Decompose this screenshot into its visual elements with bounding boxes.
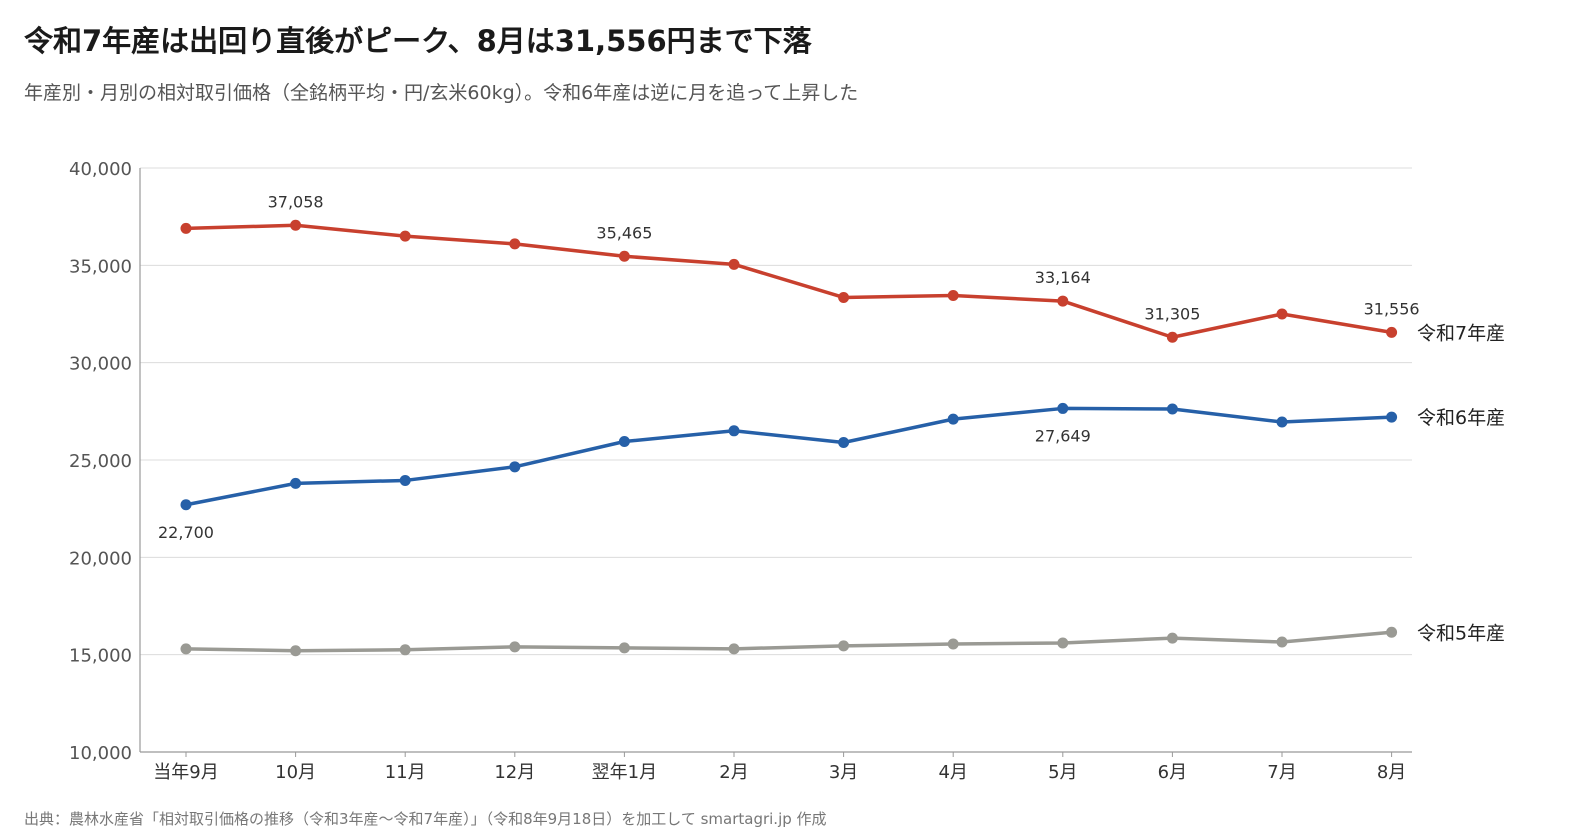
data-point bbox=[1057, 402, 1069, 414]
data-point bbox=[1276, 416, 1288, 428]
x-tick-label: 当年9月 bbox=[153, 762, 218, 783]
series-end-label: 令和5年産 bbox=[1417, 622, 1505, 644]
data-point bbox=[838, 640, 850, 652]
data-point bbox=[1276, 636, 1288, 648]
x-tick-label: 7月 bbox=[1267, 762, 1296, 783]
data-point bbox=[180, 499, 192, 511]
series-end-label: 令和6年産 bbox=[1417, 407, 1505, 429]
data-point bbox=[1276, 308, 1288, 320]
y-tick-label: 40,000 bbox=[69, 159, 132, 180]
y-tick-label: 10,000 bbox=[69, 743, 132, 764]
data-point bbox=[180, 222, 192, 234]
data-point bbox=[1166, 331, 1178, 343]
data-point bbox=[1057, 637, 1069, 649]
data-point bbox=[1166, 403, 1178, 415]
data-point bbox=[618, 250, 630, 262]
data-point bbox=[399, 474, 411, 486]
data-point bbox=[947, 638, 959, 650]
data-point bbox=[1166, 632, 1178, 644]
x-tick-label: 翌年1月 bbox=[592, 762, 657, 783]
series-group bbox=[180, 219, 1398, 657]
data-label: 35,465 bbox=[596, 223, 652, 242]
series-line bbox=[184, 406, 1394, 507]
series-end-label: 令和7年産 bbox=[1417, 322, 1505, 344]
x-tick-label: 10月 bbox=[275, 762, 316, 783]
chart-title: 令和7年産は出回り直後がピーク、8月は31,556円まで下落 bbox=[24, 24, 812, 58]
data-label: 22,700 bbox=[158, 523, 214, 542]
data-point bbox=[290, 645, 302, 657]
x-tick-label: 2月 bbox=[719, 762, 748, 783]
data-point bbox=[618, 436, 630, 448]
data-point bbox=[180, 643, 192, 655]
x-tick-label: 3月 bbox=[829, 762, 858, 783]
data-label: 27,649 bbox=[1035, 426, 1091, 445]
data-point bbox=[509, 238, 521, 250]
data-point bbox=[509, 461, 521, 473]
y-tick-label: 35,000 bbox=[69, 256, 132, 277]
data-point bbox=[838, 436, 850, 448]
x-tick-label: 8月 bbox=[1377, 762, 1406, 783]
data-label: 31,305 bbox=[1144, 304, 1200, 323]
data-point bbox=[1057, 295, 1069, 307]
y-tick-label: 25,000 bbox=[69, 451, 132, 472]
x-axis-ticks: 当年9月 10月 11月 12月 翌年1月 2月 3月 4月 5月 6月 7月 8月 bbox=[153, 752, 1406, 783]
data-point bbox=[1386, 326, 1398, 338]
line-chart: 10,000 15,000 20,000 25,000 30,000 35,000 40,0… bbox=[69, 159, 1505, 783]
data-point bbox=[1386, 626, 1398, 638]
data-point bbox=[399, 230, 411, 242]
y-tick-label: 15,000 bbox=[69, 646, 132, 667]
data-label: 31,556 bbox=[1364, 299, 1420, 318]
data-point bbox=[728, 258, 740, 270]
data-point bbox=[947, 413, 959, 425]
x-tick-label: 12月 bbox=[494, 762, 535, 783]
data-point bbox=[947, 290, 959, 302]
y-tick-label: 30,000 bbox=[69, 354, 132, 375]
data-point bbox=[728, 643, 740, 655]
chart-subtitle: 年産別・月別の相対取引価格（全銘柄平均・円/玄米60kg）。令和6年産は逆に月を… bbox=[24, 82, 859, 104]
x-tick-label: 4月 bbox=[938, 762, 967, 783]
data-label: 37,058 bbox=[268, 192, 324, 211]
series-line bbox=[184, 223, 1394, 340]
y-tick-label: 20,000 bbox=[69, 548, 132, 569]
series-line bbox=[184, 630, 1394, 653]
data-label: 33,164 bbox=[1035, 268, 1091, 287]
data-point bbox=[618, 642, 630, 654]
x-tick-label: 11月 bbox=[385, 762, 426, 783]
grid-lines bbox=[140, 167, 1412, 656]
data-point bbox=[728, 425, 740, 437]
data-point bbox=[1386, 411, 1398, 423]
source-note: 出典：農林水産省「相対取引価格の推移（令和3年産〜令和7年産）」（令和8年9月1… bbox=[24, 810, 827, 828]
data-point bbox=[290, 477, 302, 489]
axes bbox=[139, 168, 1412, 753]
data-point bbox=[399, 644, 411, 656]
x-tick-label: 6月 bbox=[1158, 762, 1187, 783]
x-tick-label: 5月 bbox=[1048, 762, 1077, 783]
data-point bbox=[509, 641, 521, 653]
data-labels: 37,058 35,465 33,164 31,305 31,556 令和7年産 22,70… bbox=[158, 192, 1505, 644]
y-axis-ticks: 10,000 15,000 20,000 25,000 30,000 35,000 40,0… bbox=[69, 159, 132, 764]
data-point bbox=[290, 219, 302, 231]
data-point bbox=[838, 291, 850, 303]
